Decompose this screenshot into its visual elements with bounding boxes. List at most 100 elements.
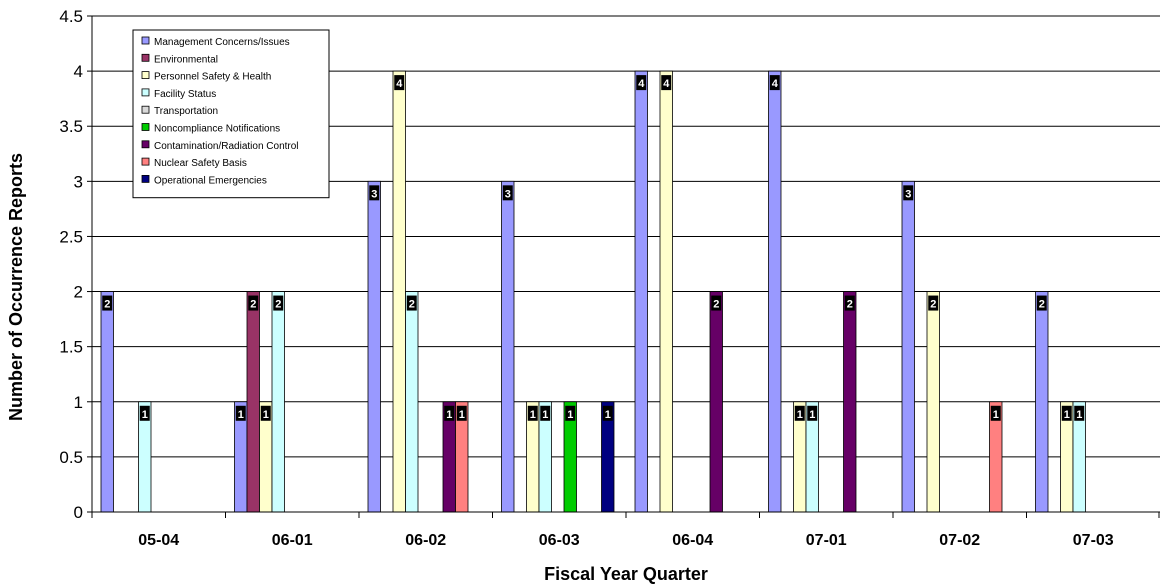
x-tick-label: 07-02 — [939, 532, 980, 549]
data-label: 1 — [567, 409, 573, 421]
data-label-box — [1036, 295, 1047, 311]
data-label-box — [769, 75, 780, 91]
data-label-box — [990, 405, 1001, 421]
legend-label: Environmental — [154, 54, 218, 65]
data-label-box — [527, 405, 538, 421]
data-label-box — [1061, 405, 1072, 421]
data-label-box — [406, 295, 417, 311]
x-tick-label: 06-02 — [405, 532, 446, 549]
data-label: 1 — [530, 409, 536, 421]
legend-swatch — [141, 157, 150, 166]
bar — [843, 291, 857, 513]
y-tick-label: 1.5 — [59, 338, 83, 357]
data-label-box — [844, 295, 855, 311]
data-label: 2 — [713, 299, 719, 311]
data-label-box — [794, 405, 805, 421]
x-tick-label: 06-03 — [539, 532, 580, 549]
data-label-box — [102, 295, 113, 311]
data-label-box — [1074, 405, 1085, 421]
x-tick-labels: 05-04 06-01 06-02 06-03 06-04 07-01 07-02 07-03 — [138, 532, 1114, 549]
x-tick-label: 06-04 — [672, 532, 713, 549]
y-tick-label: 2.5 — [59, 227, 83, 246]
data-label: 1 — [1064, 409, 1070, 421]
legend-swatch — [141, 140, 150, 149]
data-label-box — [235, 405, 246, 421]
data-label: 1 — [809, 409, 815, 421]
bar — [768, 70, 782, 513]
legend-swatch — [141, 71, 150, 79]
data-label: 2 — [275, 299, 281, 311]
y-tick-label: 3.5 — [59, 117, 83, 136]
bar — [392, 70, 406, 513]
data-label: 2 — [250, 299, 256, 311]
data-label: 2 — [104, 299, 110, 311]
legend-swatch — [141, 105, 150, 114]
x-tick-label: 07-01 — [806, 532, 847, 549]
data-label-box — [602, 405, 613, 421]
bar — [100, 291, 114, 513]
data-label-box — [369, 185, 380, 201]
y-tick-label: 2 — [74, 283, 83, 302]
data-label: 4 — [638, 78, 645, 90]
data-label: 1 — [142, 409, 148, 421]
y-tick-labels: 0 0.5 1 1.5 2 2.5 3 3.5 4 4.5 — [59, 7, 83, 522]
data-label: 3 — [371, 188, 377, 200]
data-label: 1 — [605, 409, 611, 421]
y-tick-label: 4.5 — [59, 7, 83, 26]
legend-label: Facility Status — [154, 89, 216, 100]
legend-label: Operational Emergencies — [154, 175, 267, 186]
data-label: 2 — [409, 299, 415, 311]
data-label-box — [807, 405, 818, 421]
legend-swatch — [141, 53, 150, 62]
data-label: 3 — [505, 188, 511, 200]
data-label: 2 — [930, 299, 936, 311]
legend-label: Transportation — [154, 106, 218, 117]
data-label: 1 — [446, 409, 452, 421]
data-label: 4 — [396, 78, 403, 90]
bar — [659, 70, 673, 513]
data-label-box — [273, 295, 284, 311]
data-label-box — [565, 405, 576, 421]
legend: Management Concerns/Issues Environmental P… — [132, 29, 330, 199]
data-label: 3 — [905, 188, 911, 200]
data-label: 4 — [772, 78, 779, 90]
data-label: 4 — [663, 78, 670, 90]
bar — [405, 291, 419, 513]
y-tick-label: 4 — [74, 62, 83, 81]
legend-swatch — [141, 88, 150, 97]
x-tick-label: 06-01 — [272, 532, 313, 549]
data-label: 1 — [542, 409, 548, 421]
axes — [87, 15, 1160, 518]
y-tick-label: 1 — [74, 393, 83, 412]
data-label: 1 — [1076, 409, 1082, 421]
y-tick-label: 3 — [74, 172, 83, 191]
data-label: 1 — [238, 409, 244, 421]
bar — [1035, 291, 1049, 513]
data-label-box — [661, 75, 672, 91]
data-label-box — [502, 185, 513, 201]
legend-label: Personnel Safety & Health — [154, 72, 271, 83]
data-label: 1 — [459, 409, 465, 421]
legend-label: Contamination/Radiation Control — [154, 141, 299, 152]
x-tick-label: 05-04 — [138, 532, 179, 549]
data-label-box — [540, 405, 551, 421]
bar — [367, 180, 381, 513]
y-axis-title: Number of Occurrence Reports — [6, 153, 26, 421]
legend-swatch — [141, 174, 150, 183]
bar — [926, 291, 940, 513]
bar — [634, 70, 648, 513]
legend-label: Nuclear Safety Basis — [154, 158, 247, 169]
bar — [246, 291, 260, 513]
data-label: 2 — [1039, 299, 1045, 311]
data-label-box — [260, 405, 271, 421]
data-label: 1 — [797, 409, 803, 421]
data-label: 1 — [263, 409, 269, 421]
data-label-box — [456, 405, 467, 421]
data-label: 2 — [847, 299, 853, 311]
data-label-box — [928, 295, 939, 311]
bar — [709, 291, 723, 513]
data-label-box — [903, 185, 914, 201]
x-tick-label: 07-03 — [1073, 532, 1114, 549]
y-tick-label: 0 — [74, 503, 83, 522]
